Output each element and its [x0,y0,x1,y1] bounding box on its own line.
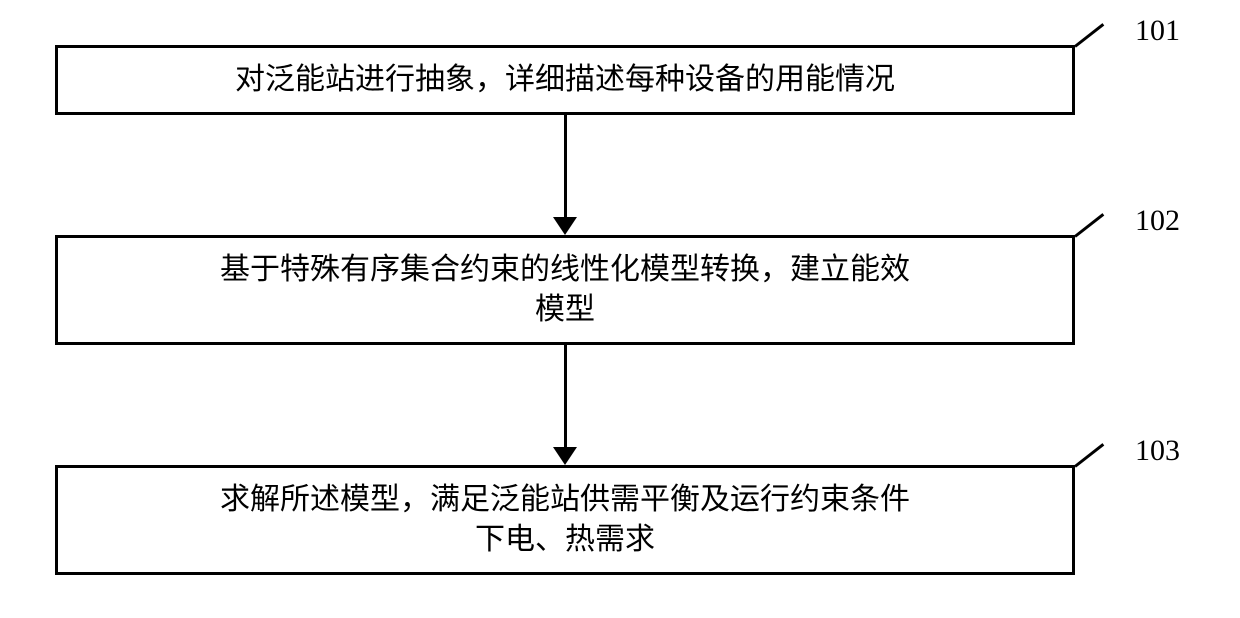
flow-node-tick-n2 [1074,213,1104,238]
flow-node-tick-n3 [1074,443,1104,468]
flow-edge-n1-n2 [564,115,567,217]
flow-node-n3: 求解所述模型，满足泛能站供需平衡及运行约束条件 下电、热需求 [55,465,1075,575]
flow-edge-n2-n3 [564,345,567,447]
flow-node-n1: 对泛能站进行抽象，详细描述每种设备的用能情况 [55,45,1075,115]
flow-edge-arrowhead-n1-n2 [553,217,577,235]
flow-node-label-n3: 103 [1135,434,1180,468]
flow-node-tick-n1 [1074,23,1104,48]
flow-edge-arrowhead-n2-n3 [553,447,577,465]
flow-node-label-n1: 101 [1135,14,1180,48]
flow-node-n2: 基于特殊有序集合约束的线性化模型转换，建立能效 模型 [55,235,1075,345]
flow-node-label-n2: 102 [1135,204,1180,238]
flowchart-canvas: 对泛能站进行抽象，详细描述每种设备的用能情况 101 基于特殊有序集合约束的线性化模… [0,0,1240,618]
